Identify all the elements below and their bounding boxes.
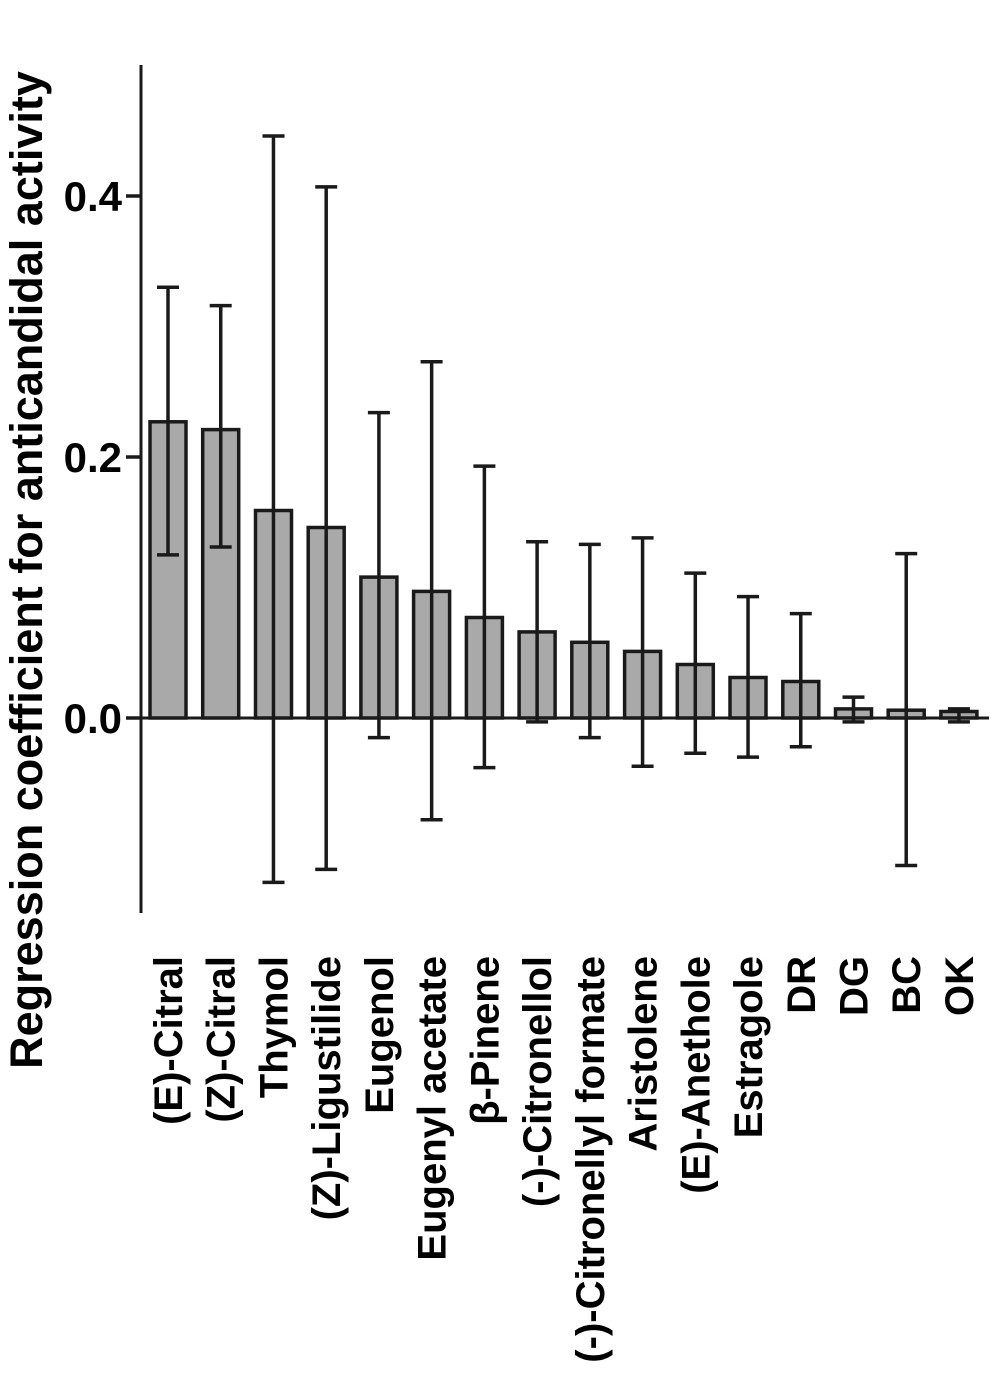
x-tick-label: DR xyxy=(780,956,824,1014)
x-tick-label: BC xyxy=(885,956,929,1014)
axes-layer xyxy=(126,65,989,913)
x-tick-label: Eugenyl acetate xyxy=(411,956,455,1261)
y-tick-label: 0.0 xyxy=(64,695,122,742)
x-tick-label: (Z)-Ligustilide xyxy=(305,956,349,1220)
y-tick-label: 0.4 xyxy=(64,173,123,220)
x-tick-label: Thymol xyxy=(252,956,296,1098)
y-tick-label: 0.2 xyxy=(64,434,122,481)
axis-labels-layer: (E)-Citral (Z)-Citral Thymol (Z)-Ligustilid… xyxy=(64,173,982,1363)
x-tick-label: β-Pinene xyxy=(463,956,507,1125)
x-tick-label: (E)-Anethole xyxy=(674,956,718,1194)
x-tick-label: (E)-Citral xyxy=(147,956,191,1125)
x-tick-label: Estragole xyxy=(727,956,771,1138)
x-tick-label: (-)-Citronellyl formate xyxy=(569,956,613,1363)
x-tick-label: (Z)-Citral xyxy=(200,956,244,1123)
x-tick-label: DG xyxy=(832,956,876,1016)
y-axis-title: Regression coefficient for anticandidal … xyxy=(1,71,52,1069)
x-tick-label: Aristolene xyxy=(622,956,666,1152)
x-tick-label: OK xyxy=(938,956,982,1016)
x-tick-label: Eugenol xyxy=(358,956,402,1114)
x-tick-label: (-)-Citronellol xyxy=(516,956,560,1207)
error-bars-layer xyxy=(157,134,970,885)
